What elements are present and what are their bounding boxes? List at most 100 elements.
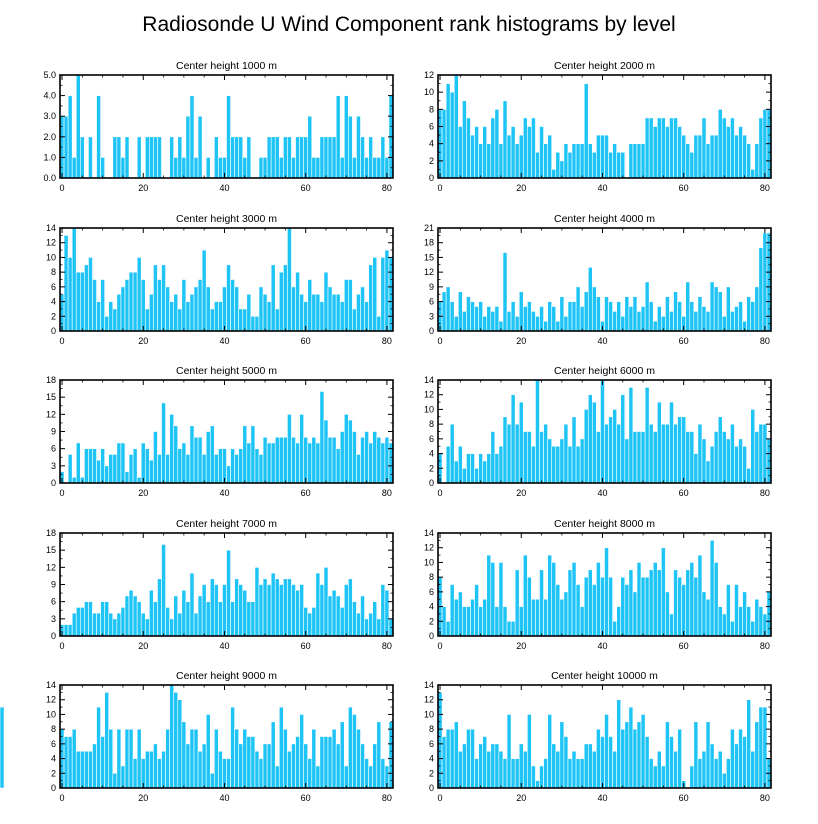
bar: [226, 758, 231, 789]
bar: [295, 136, 300, 179]
x-tick-label: 0: [60, 336, 65, 346]
bar: [327, 595, 333, 637]
bar: [457, 445, 463, 484]
x-tick-label: 40: [219, 488, 229, 498]
y-tick-label: 5.0: [43, 70, 56, 80]
bar: [514, 569, 520, 637]
bar: [372, 157, 378, 179]
bar: [494, 453, 500, 484]
bar: [600, 736, 605, 789]
bar: [339, 157, 345, 179]
bar: [713, 758, 719, 789]
bar: [157, 279, 162, 332]
bar: [506, 714, 512, 789]
bar: [343, 584, 349, 637]
x-tick-label: 20: [138, 641, 148, 651]
x-tick-label: 60: [301, 183, 311, 193]
y-tick-label: 2: [51, 311, 56, 321]
y-tick-label: 8: [429, 724, 434, 734]
x-tick-label: 20: [138, 336, 148, 346]
x-tick-label: 0: [60, 488, 65, 498]
bar: [262, 436, 268, 484]
x-tick-label: 60: [301, 641, 311, 651]
bar: [697, 423, 703, 484]
bar: [640, 714, 646, 789]
y-tick-label: 8: [51, 724, 56, 734]
y-tick-label: 10: [424, 709, 434, 719]
bar: [339, 301, 345, 332]
bar: [67, 95, 73, 179]
panel-title: Center height 5000 m: [176, 365, 277, 377]
y-tick-label: 12: [424, 543, 434, 553]
y-tick-label: 3: [51, 614, 56, 624]
bar: [510, 758, 516, 789]
bar: [238, 136, 244, 179]
bar: [632, 728, 638, 789]
bar: [474, 126, 479, 179]
bar: [486, 750, 492, 789]
bar: [348, 419, 353, 484]
bar: [63, 624, 69, 637]
x-tick-label: 20: [516, 793, 526, 803]
y-tick-label: 6: [429, 587, 434, 597]
bar: [356, 612, 361, 637]
bar: [116, 293, 122, 332]
bar: [669, 613, 674, 637]
y-tick-label: 0: [51, 326, 56, 336]
bar: [201, 584, 207, 637]
y-tick-label: 3: [51, 461, 56, 471]
bar: [551, 445, 557, 484]
bar: [462, 606, 467, 637]
bar: [246, 736, 252, 789]
bar: [527, 126, 532, 179]
x-tick-label: 40: [597, 793, 607, 803]
bar: [75, 607, 81, 637]
bar: [482, 126, 488, 179]
bar: [474, 467, 479, 484]
bar: [592, 750, 597, 789]
bar: [547, 714, 553, 789]
bar: [575, 143, 581, 179]
y-tick-label: 0: [429, 478, 434, 488]
y-tick-label: 2: [51, 768, 56, 778]
bar: [600, 134, 605, 179]
bar: [539, 431, 544, 484]
x-tick-label: 40: [219, 793, 229, 803]
bar: [209, 308, 215, 332]
bar: [535, 780, 540, 789]
bar: [368, 264, 373, 332]
bar: [197, 750, 203, 789]
bar: [604, 296, 609, 332]
bar: [705, 721, 711, 789]
bar: [177, 136, 183, 179]
bar: [685, 431, 691, 484]
bar: [84, 448, 89, 484]
bar: [238, 743, 244, 789]
bar: [173, 595, 179, 637]
bar: [656, 306, 662, 332]
bar: [274, 436, 280, 484]
bar: [746, 143, 751, 179]
bar: [644, 736, 650, 789]
bar: [307, 612, 313, 637]
bar: [596, 562, 601, 637]
bar: [153, 264, 158, 332]
bar: [551, 306, 557, 332]
bar: [218, 301, 223, 332]
bar: [498, 143, 504, 179]
bar: [547, 554, 553, 637]
bar: [457, 126, 463, 179]
bar: [140, 442, 146, 484]
bar: [75, 750, 81, 789]
bar: [149, 136, 154, 179]
bar: [522, 306, 528, 332]
y-tick-label: 12: [46, 695, 56, 705]
bar: [693, 576, 699, 637]
bar: [96, 459, 101, 484]
bars: [437, 232, 772, 332]
bar: [616, 699, 622, 789]
bar: [462, 743, 467, 789]
bar: [161, 264, 166, 332]
y-tick-label: 12: [424, 695, 434, 705]
